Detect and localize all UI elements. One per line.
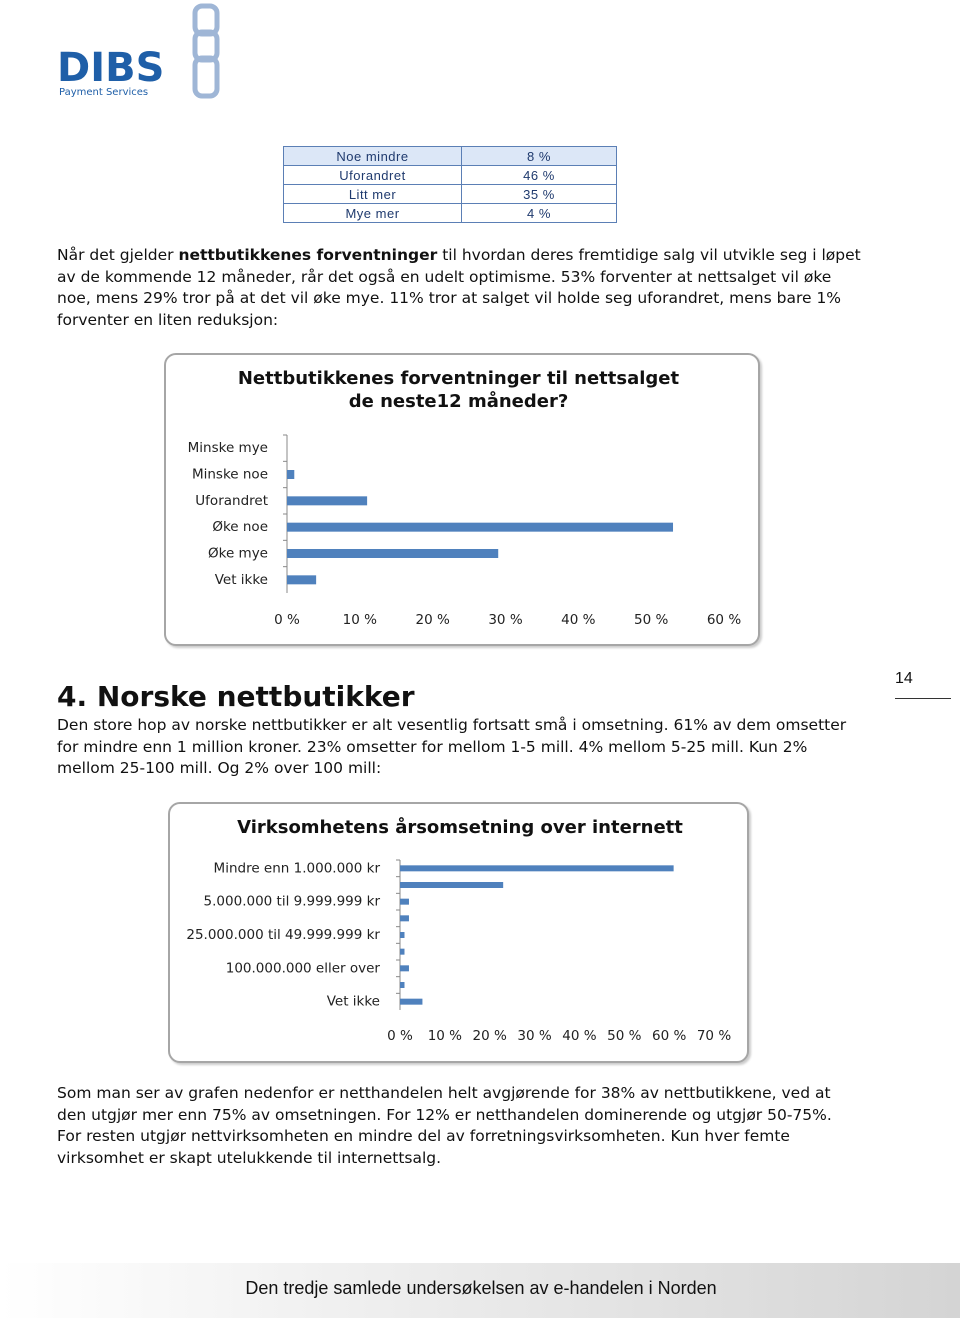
y-tick-label: 25.000.000 til 49.999.999 kr [186, 927, 380, 943]
x-tick-label: 40 % [562, 1028, 596, 1044]
x-tick-label: 0 % [274, 612, 300, 628]
heading: 4. Norske nettbutikker [57, 680, 415, 713]
chart-title: Nettbutikkenes forventninger til nettsal… [237, 368, 680, 412]
x-tick-label: 60 % [652, 1028, 686, 1044]
bar [400, 882, 504, 888]
x-tick-label: 70 % [697, 1028, 731, 1044]
chart-title: Virksomhetens årsomsetning over internet… [237, 817, 683, 838]
page-number: 14 [895, 670, 951, 699]
x-tick-label: 30 % [517, 1028, 551, 1044]
x-tick-label: 50 % [634, 612, 668, 628]
y-tick-label: Vet ikke [327, 994, 380, 1010]
chart: Nettbutikkenes forventninger til nettsal… [164, 353, 760, 646]
table-cell: Mye mer [283, 203, 462, 223]
paragraph: Den store hop av norske nettbutikker er … [57, 716, 847, 777]
bar [400, 915, 409, 922]
bar [400, 982, 405, 988]
table-cell: 46 % [461, 165, 617, 185]
y-tick-label: Minske mye [188, 440, 268, 456]
table-cell: Litt mer [283, 184, 462, 204]
table-row: Noe mindre 8 % [283, 146, 617, 166]
table-cell: 4 % [461, 203, 617, 223]
bar [287, 522, 674, 532]
table-cell: 35 % [461, 184, 617, 204]
y-tick-label: Øke mye [208, 546, 268, 562]
bold-text: nettbutikkenes forventninger [178, 246, 438, 264]
chart: Virksomhetens årsomsetning over internet… [168, 802, 749, 1063]
text: til hvordan deres fremtidige salg vil ut… [57, 246, 861, 329]
logo-tagline: Payment Services [59, 87, 148, 98]
data-table: Noe mindre 8 % Uforandret 46 % Litt mer 35 % M… [283, 146, 617, 223]
logo-name: DIBS [57, 45, 164, 91]
y-tick-label: Vet ikke [215, 572, 268, 588]
x-tick-label: 40 % [561, 612, 595, 628]
x-tick-label: 20 % [473, 1028, 507, 1044]
bar [400, 898, 409, 905]
text: Når det gjelder [57, 246, 179, 264]
bar [287, 470, 295, 479]
table-cell: Uforandret [283, 165, 462, 185]
paragraph: Når det gjelder nettbutikkenes forventni… [57, 245, 869, 331]
y-tick-label: 5.000.000 til 9.999.999 kr [204, 894, 381, 910]
y-tick-label: Uforandret [195, 493, 268, 509]
bar [287, 549, 499, 558]
x-tick-label: 0 % [387, 1028, 413, 1044]
bar [400, 948, 405, 955]
bar [287, 575, 317, 585]
table-cell: Noe mindre [283, 146, 462, 166]
paragraph: Som man ser av grafen nedenfor er nettha… [57, 1084, 832, 1167]
y-tick-label: 100.000.000 eller over [226, 960, 381, 976]
bar [400, 965, 409, 972]
y-tick-label: Øke noe [212, 519, 268, 535]
y-tick-label: Mindre enn 1.000.000 kr [214, 860, 381, 876]
table-row: Uforandret 46 % [283, 165, 617, 185]
x-tick-label: 10 % [343, 612, 377, 628]
table-cell: 8 % [461, 146, 617, 166]
footer-band [0, 1263, 960, 1318]
footer: Den tredje samlede undersøkelsen av e-ha… [245, 1278, 717, 1298]
bar [400, 865, 674, 872]
bar [400, 932, 405, 938]
x-tick-label: 20 % [416, 612, 450, 628]
y-tick-label: Minske noe [192, 467, 268, 483]
logo: DIBS Payment Services [57, 3, 220, 99]
x-tick-label: 60 % [707, 612, 741, 628]
plot: 0 % 10 % 20 % 30 % 40 % 50 % 60 % 70 % Mindre en… [186, 859, 731, 1044]
table-row: Mye mer 4 % [283, 203, 617, 223]
x-tick-label: 10 % [428, 1028, 462, 1044]
plot: 0 % 10 % 20 % 30 % 40 % 50 % 60 % Minske mye Min… [188, 434, 741, 628]
x-tick-label: 30 % [488, 612, 522, 628]
table-row: Litt mer 35 % [283, 184, 617, 204]
bar [400, 998, 423, 1005]
x-tick-label: 50 % [607, 1028, 641, 1044]
bar [287, 496, 368, 506]
